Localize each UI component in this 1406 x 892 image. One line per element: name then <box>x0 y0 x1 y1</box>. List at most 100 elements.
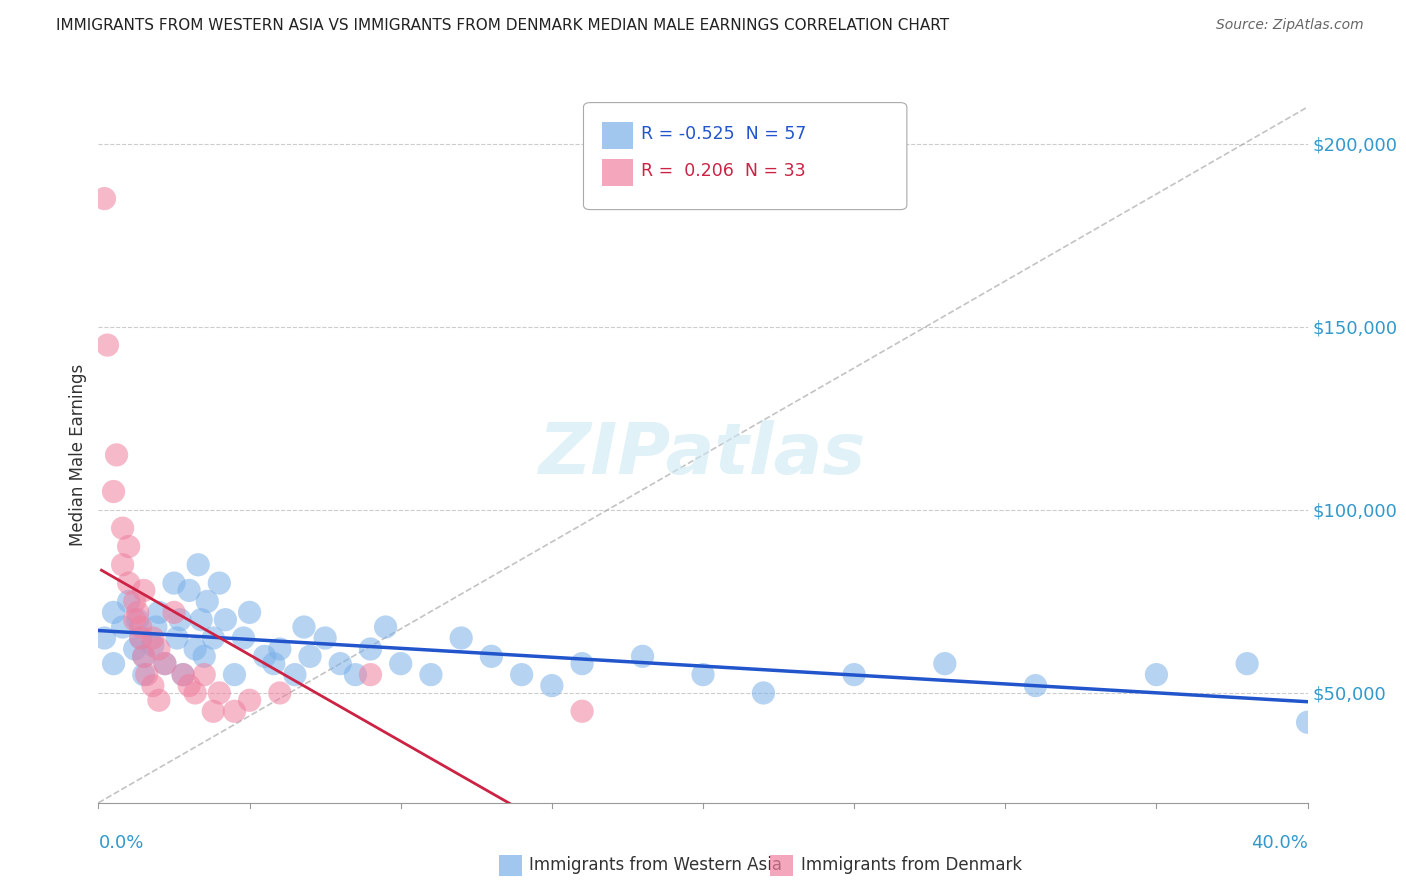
Point <box>195 594 218 608</box>
Point <box>269 686 291 700</box>
Point <box>344 667 367 681</box>
Point <box>314 631 336 645</box>
Point <box>118 576 141 591</box>
Point <box>132 649 155 664</box>
Point <box>127 606 149 620</box>
Point <box>239 693 262 707</box>
Point <box>571 657 593 671</box>
Point <box>389 657 412 671</box>
Point <box>135 667 157 681</box>
Point <box>124 594 146 608</box>
Point <box>145 620 167 634</box>
Point <box>232 631 254 645</box>
Point <box>360 667 382 681</box>
Point <box>93 631 115 645</box>
Point <box>202 631 225 645</box>
Point <box>148 693 170 707</box>
Point <box>540 679 562 693</box>
Point <box>187 558 209 572</box>
Point <box>208 686 231 700</box>
Point <box>1144 667 1167 681</box>
Point <box>118 594 141 608</box>
Point <box>208 576 231 591</box>
Point <box>132 583 155 598</box>
Text: ZIPatlas: ZIPatlas <box>540 420 866 490</box>
Point <box>450 631 472 645</box>
Text: R = -0.525  N = 57: R = -0.525 N = 57 <box>641 125 807 143</box>
Text: Source: ZipAtlas.com: Source: ZipAtlas.com <box>1216 18 1364 32</box>
Point <box>111 521 134 535</box>
Point <box>269 642 291 657</box>
Point <box>1024 679 1046 693</box>
Point <box>299 649 322 664</box>
Point <box>172 667 194 681</box>
Point <box>193 649 215 664</box>
Point <box>124 613 146 627</box>
Point <box>202 704 225 718</box>
Point <box>571 704 593 718</box>
Point <box>692 667 714 681</box>
Point <box>224 704 246 718</box>
Point <box>510 667 533 681</box>
Point <box>166 631 188 645</box>
Point <box>103 484 125 499</box>
Text: R =  0.206  N = 33: R = 0.206 N = 33 <box>641 162 806 180</box>
Point <box>96 338 118 352</box>
Text: IMMIGRANTS FROM WESTERN ASIA VS IMMIGRANTS FROM DENMARK MEDIAN MALE EARNINGS COR: IMMIGRANTS FROM WESTERN ASIA VS IMMIGRAN… <box>56 18 949 33</box>
Text: Immigrants from Western Asia: Immigrants from Western Asia <box>529 856 782 874</box>
Point <box>153 657 176 671</box>
Point <box>419 667 441 681</box>
Point <box>284 667 307 681</box>
Point <box>224 667 246 681</box>
Point <box>153 657 176 671</box>
Y-axis label: Median Male Earnings: Median Male Earnings <box>69 364 87 546</box>
Point <box>132 667 155 681</box>
Point <box>163 576 186 591</box>
Point <box>142 631 165 645</box>
Point <box>142 638 165 652</box>
Point <box>103 606 125 620</box>
Text: 40.0%: 40.0% <box>1251 834 1308 852</box>
Point <box>263 657 285 671</box>
Point <box>193 667 215 681</box>
Point <box>111 558 134 572</box>
Point <box>111 620 134 634</box>
Point <box>177 583 201 598</box>
Text: 0.0%: 0.0% <box>98 834 143 852</box>
Point <box>129 631 152 645</box>
Point <box>253 649 276 664</box>
Point <box>184 686 207 700</box>
Point <box>481 649 503 664</box>
Point <box>148 642 170 657</box>
Point <box>129 620 152 634</box>
Point <box>374 620 396 634</box>
Point <box>184 642 207 657</box>
Text: Immigrants from Denmark: Immigrants from Denmark <box>801 856 1022 874</box>
Point <box>103 657 125 671</box>
Point <box>163 606 186 620</box>
Point <box>124 642 146 657</box>
Point <box>148 606 170 620</box>
Point <box>844 667 866 681</box>
Point <box>360 642 382 657</box>
Point <box>1236 657 1258 671</box>
Point <box>329 657 352 671</box>
Point <box>292 620 315 634</box>
Point <box>177 679 201 693</box>
Point <box>934 657 956 671</box>
Point <box>132 649 155 664</box>
Point <box>105 448 128 462</box>
Point <box>127 613 149 627</box>
Point <box>142 679 165 693</box>
Point <box>752 686 775 700</box>
Point <box>631 649 654 664</box>
Point <box>169 613 191 627</box>
Point <box>172 667 194 681</box>
Point <box>190 613 212 627</box>
Point <box>239 606 262 620</box>
Point <box>129 631 152 645</box>
Point <box>93 192 115 206</box>
Point <box>1296 715 1319 730</box>
Point <box>214 613 236 627</box>
Point <box>118 540 141 554</box>
